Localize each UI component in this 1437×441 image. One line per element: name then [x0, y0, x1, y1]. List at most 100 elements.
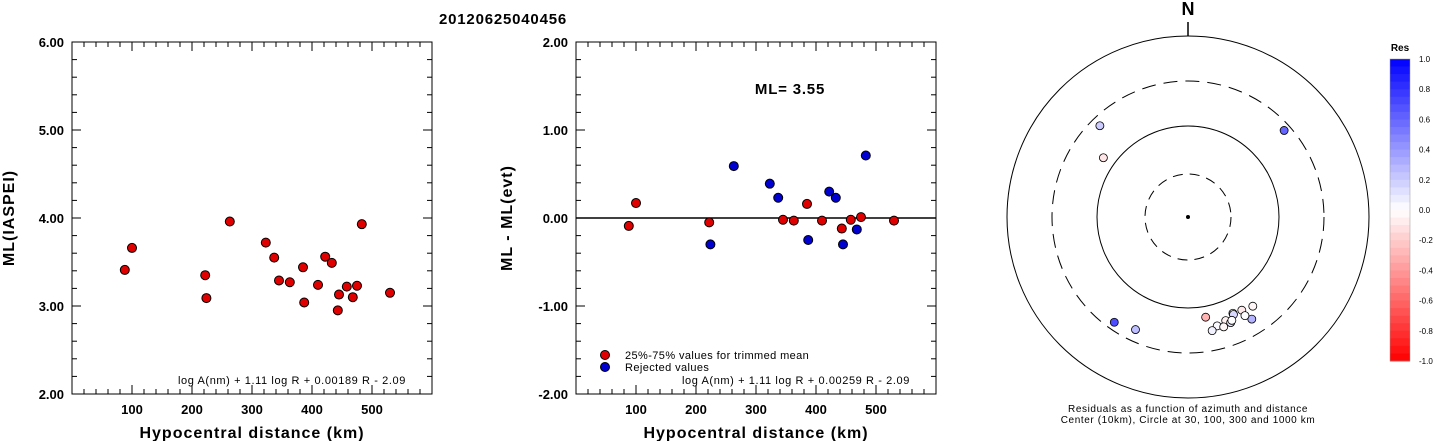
formula-text: log A(nm) + 1.11 log R + 0.00259 R - 2.0…	[682, 375, 910, 387]
colorbar-tick-label: 0.2	[1419, 176, 1431, 185]
colorbar-segment	[1390, 338, 1410, 347]
colorbar-segment	[1390, 353, 1410, 362]
data-point	[224, 216, 235, 227]
circle-300km	[1051, 80, 1325, 354]
station-point	[1131, 325, 1140, 334]
data-point	[773, 192, 784, 203]
colorbar-segment	[1390, 202, 1410, 211]
colorbar-segment	[1390, 315, 1410, 324]
data-point	[851, 224, 862, 235]
colorbar-segment	[1390, 179, 1410, 188]
ml-vs-distance-panel: 100 200 300 400 500 2.00 3.00 4.00 5.00 6.00 Hypo…	[1, 35, 433, 441]
figure-title: 20120625040456	[439, 11, 567, 28]
data-point	[889, 215, 899, 226]
colorbar-tick-label: -0.2	[1419, 236, 1433, 245]
station-point	[1227, 315, 1237, 325]
colorbar-segment	[1390, 247, 1410, 256]
colorbar-segment	[1390, 172, 1410, 181]
colorbar-segment	[1390, 300, 1410, 309]
colorbar-segment	[1390, 157, 1410, 166]
colorbar-segment	[1390, 285, 1410, 294]
x-tick-label: 100	[625, 402, 647, 417]
data-point	[299, 297, 310, 308]
colorbar-segment	[1390, 330, 1410, 339]
colorbar-segment	[1390, 210, 1410, 219]
data-point	[802, 198, 812, 209]
y-tick-label: 3.00	[39, 299, 64, 314]
station-point	[1207, 326, 1217, 336]
x-tick-label: 300	[241, 402, 263, 417]
data-point	[803, 235, 814, 245]
x-tick-label: 100	[121, 402, 143, 417]
colorbar-tick-label: 1.0	[1419, 55, 1431, 64]
data-point	[705, 239, 716, 250]
colorbar-segment	[1390, 262, 1410, 271]
colorbar-segment	[1390, 66, 1410, 75]
y-tick-label: 0.00	[543, 211, 568, 226]
x-axis-title: Hypocentral distance (km)	[643, 425, 868, 441]
data-point	[356, 219, 367, 230]
y-tick-label: 5.00	[39, 123, 64, 138]
station-point	[1279, 126, 1289, 135]
y-tick-label: -1.00	[538, 299, 568, 314]
data-point	[341, 281, 352, 292]
legend-marker-blue	[600, 362, 610, 372]
data-point	[313, 279, 323, 290]
colorbar-segment	[1390, 104, 1410, 113]
colorbar-segment	[1390, 225, 1410, 234]
data-point	[830, 192, 841, 203]
colorbar-segment	[1390, 74, 1410, 83]
colorbar-segment	[1390, 81, 1410, 90]
data-point	[332, 305, 343, 316]
y-axis-title: ML - ML(evt)	[499, 165, 516, 271]
colorbar-segment	[1390, 270, 1410, 279]
x-tick-label: 500	[865, 402, 887, 417]
data-point	[119, 264, 130, 275]
x-tick-label: 200	[685, 402, 707, 417]
x-tick-label: 300	[745, 402, 767, 417]
colorbar-segment	[1390, 126, 1410, 135]
circle-30km	[1144, 173, 1232, 261]
x-tick-label: 200	[181, 402, 203, 417]
colorbar-segment	[1390, 308, 1410, 317]
data-point	[269, 252, 280, 263]
data-point	[704, 217, 715, 228]
station-point	[1095, 121, 1105, 131]
colorbar-segment	[1390, 293, 1410, 302]
y-axis-title: ML(IASPEI)	[1, 170, 18, 266]
data-point	[385, 287, 395, 298]
plot-frame	[71, 41, 433, 395]
colorbar-segment	[1390, 217, 1410, 226]
data-point	[326, 257, 337, 268]
colorbar-frame	[1389, 58, 1411, 362]
station-point	[1201, 312, 1211, 322]
colorbar-segment	[1390, 277, 1410, 286]
caption-line-2: Center (10km), Circle at 30, 100, 300 an…	[1061, 415, 1316, 426]
colorbar-segment	[1390, 89, 1410, 98]
colorbar-segment	[1390, 149, 1410, 158]
colorbar-segment	[1390, 119, 1410, 128]
data-point	[817, 215, 827, 226]
colorbar-segment	[1390, 111, 1410, 120]
azimuth-residual-map: N Residuals as a function of azimuth and…	[1006, 0, 1433, 426]
data-point	[778, 214, 788, 225]
y-tick-label: 4.00	[39, 211, 64, 226]
data-point	[334, 289, 344, 300]
legend-label-trimmed: 25%-75% values for trimmed mean	[625, 350, 809, 362]
data-point	[200, 270, 211, 281]
station-point	[1247, 314, 1257, 324]
data-point	[764, 178, 775, 189]
data-point	[631, 198, 641, 209]
station-point	[1098, 153, 1108, 163]
data-point	[836, 223, 847, 234]
x-tick-label: 500	[361, 402, 383, 417]
data-point	[845, 214, 856, 225]
colorbar-segment	[1390, 323, 1410, 332]
circle-100km	[1096, 125, 1280, 309]
legend-label-rejected: Rejected values	[625, 362, 709, 374]
colorbar-tick-label: 0.8	[1419, 85, 1431, 94]
data-point	[274, 275, 284, 286]
data-point	[856, 212, 866, 223]
colorbar-tick-label: -1.0	[1419, 357, 1433, 366]
